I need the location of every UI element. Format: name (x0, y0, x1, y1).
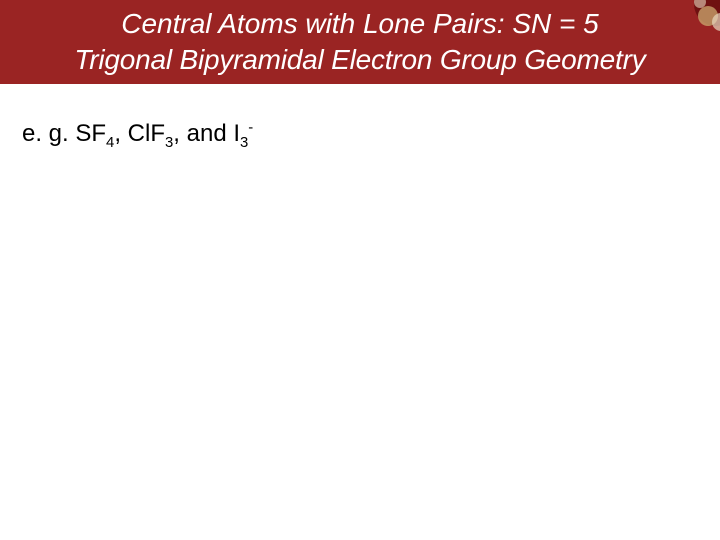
example-3: I3- (233, 120, 253, 147)
example-1: SF4 (75, 120, 114, 147)
separator-2: , and (173, 120, 233, 147)
separator-1: , (114, 120, 127, 147)
body-example-line: e. g. SF4, ClF3, and I3- (22, 120, 253, 148)
title-line-1: Central Atoms with Lone Pairs: SN = 5 (18, 6, 702, 42)
example-prefix: e. g. (22, 120, 75, 147)
example-2: ClF3 (128, 120, 174, 147)
slide-title: Central Atoms with Lone Pairs: SN = 5 Tr… (0, 6, 720, 79)
title-line-2: Trigonal Bipyramidal Electron Group Geom… (18, 42, 702, 78)
